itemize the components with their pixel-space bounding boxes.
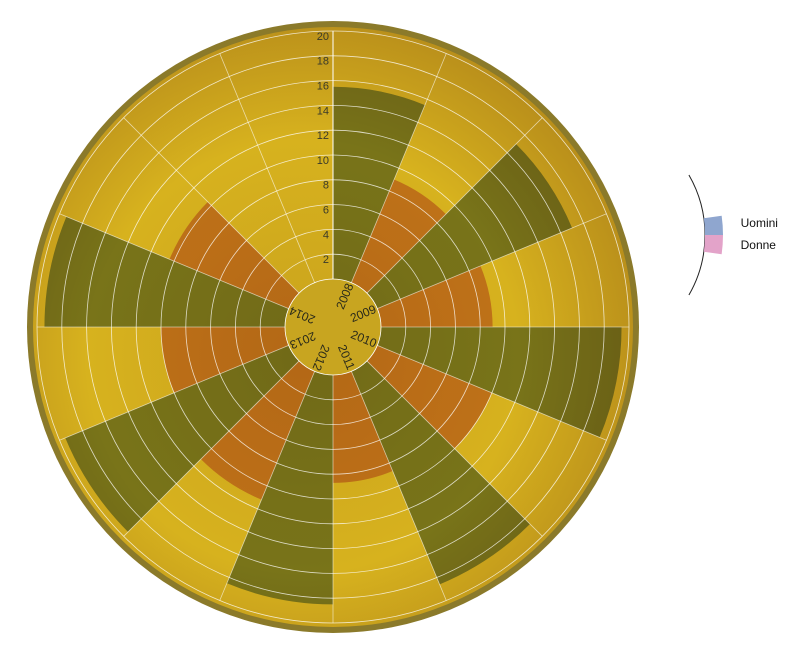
radial-line — [366, 117, 543, 294]
radial-line — [350, 371, 447, 601]
r-tick-label: 14 — [317, 105, 329, 117]
radial-line — [59, 213, 289, 310]
wedge — [161, 327, 289, 393]
wedge — [226, 371, 333, 605]
legend-arc — [688, 174, 706, 296]
wedge — [44, 216, 289, 327]
r-tick-label: 10 — [317, 155, 329, 167]
wedge — [200, 360, 315, 500]
r-tick-label: 16 — [317, 81, 329, 93]
wedge — [366, 144, 573, 309]
radial-line — [219, 371, 316, 601]
r-tick-label: 2 — [323, 254, 329, 266]
wedge — [351, 179, 446, 294]
r-tick-label: 4 — [323, 229, 329, 241]
wedge — [333, 371, 393, 483]
r-tick-label: 6 — [323, 205, 329, 217]
r-tick-label: 18 — [317, 56, 329, 68]
wedge — [377, 265, 493, 327]
r-tick-label: 12 — [317, 130, 329, 142]
radial-line — [219, 53, 316, 283]
wedge — [366, 345, 492, 449]
radial-line — [123, 117, 300, 294]
legend-swatch — [703, 235, 723, 255]
radial-line — [123, 360, 300, 537]
radial-line — [377, 213, 607, 310]
radial-line — [59, 344, 289, 441]
radial-line — [377, 344, 607, 441]
legend-swatch — [703, 215, 723, 235]
r-tick-label: 8 — [323, 180, 329, 192]
hub — [284, 278, 382, 376]
wedge — [351, 360, 531, 585]
radial-line — [350, 53, 447, 283]
wedge — [333, 86, 425, 283]
wedge — [65, 345, 300, 532]
legend-label: Uomini — [741, 216, 778, 230]
wedge — [377, 327, 622, 438]
r-tick-label: 20 — [317, 31, 329, 43]
legend-label: Donne — [741, 238, 777, 252]
radial-line — [366, 360, 543, 537]
